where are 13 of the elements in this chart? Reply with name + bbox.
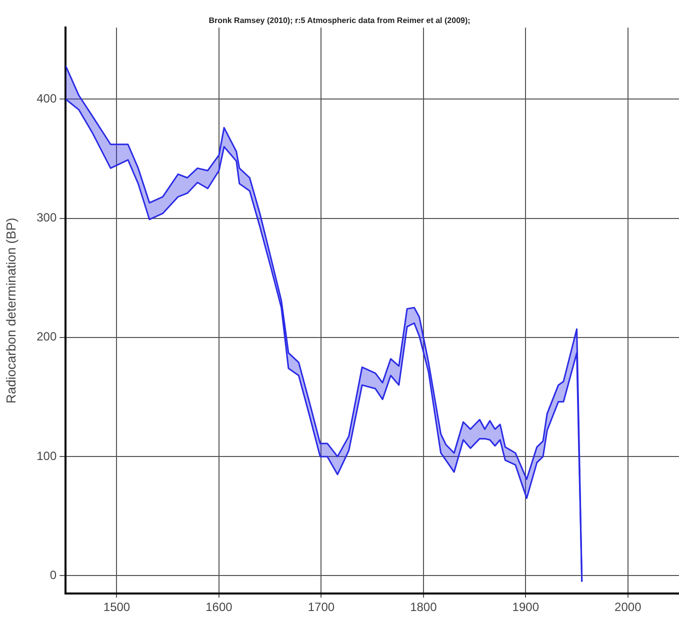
x-tick-label: 1900 — [512, 600, 540, 614]
x-tick-label: 2000 — [614, 600, 642, 614]
y-axis-title: Radiocarbon determination (BP) — [3, 218, 18, 404]
x-tick-label: 1500 — [103, 600, 130, 614]
y-tick-label: 0 — [50, 568, 57, 582]
y-tick-label: 400 — [36, 91, 57, 106]
x-tick-label: 1800 — [410, 600, 438, 614]
y-tick-label: 300 — [36, 210, 57, 225]
chart-title: Bronk Ramsey (2010); r:5 Atmospheric data from Reimer et al (2009); — [208, 16, 470, 26]
y-tick-label: 200 — [36, 330, 57, 344]
x-tick-label: 1600 — [206, 600, 233, 614]
y-tick-label: 100 — [36, 448, 57, 463]
x-tick-label: 1700 — [308, 600, 335, 614]
